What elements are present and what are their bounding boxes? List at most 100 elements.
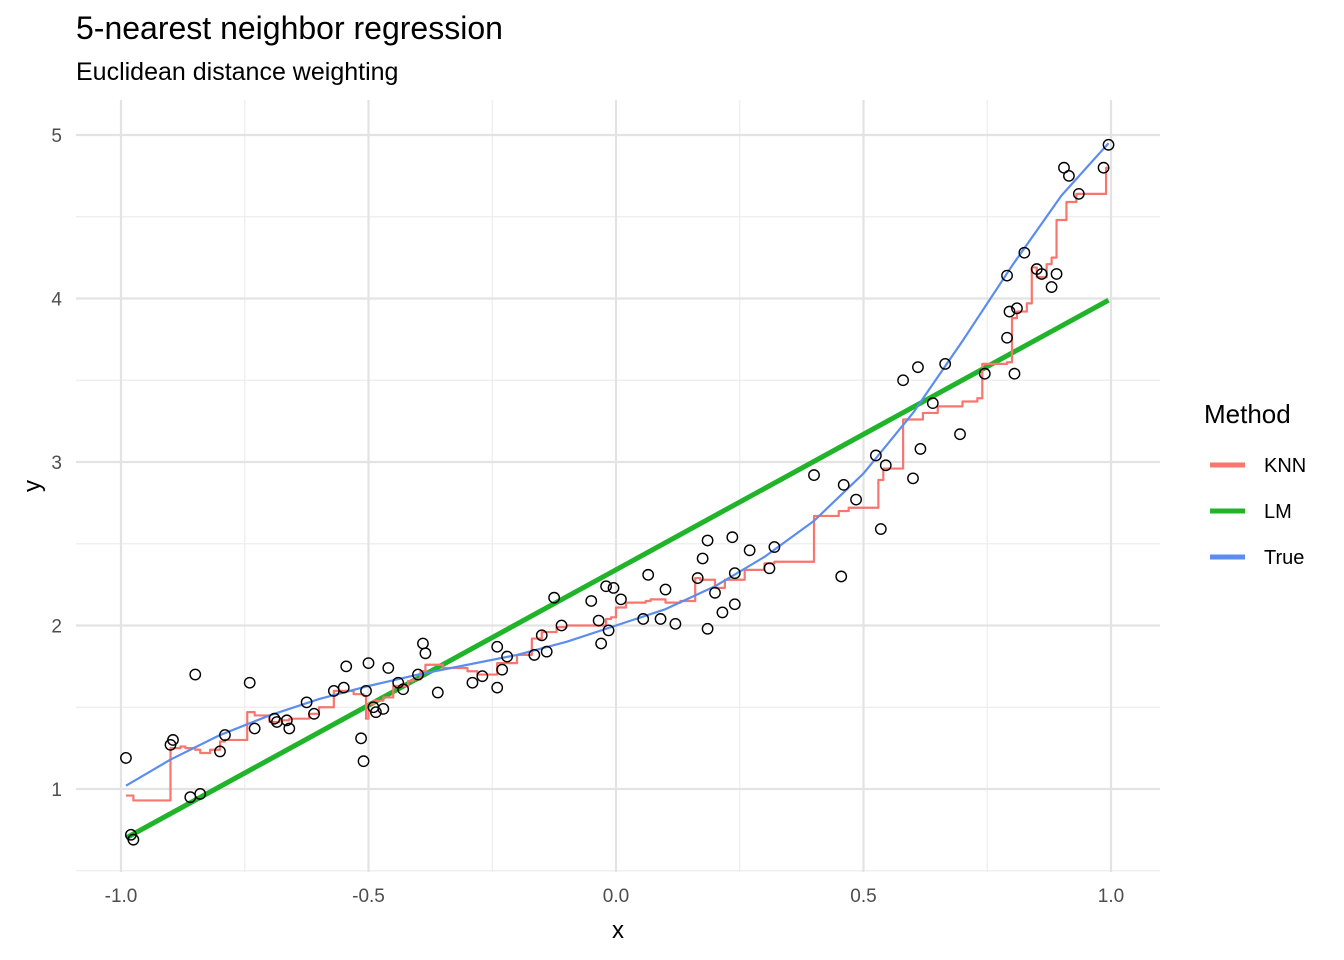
data-point	[496, 663, 509, 676]
data-point	[382, 662, 395, 674]
data-point	[243, 676, 256, 689]
data-point	[535, 629, 548, 642]
data-point	[377, 702, 390, 715]
data-point	[1050, 268, 1063, 280]
data-point	[914, 443, 927, 455]
legend: Method KNN LM True	[1204, 399, 1306, 569]
data-point	[669, 617, 682, 630]
data-point	[370, 706, 382, 719]
data-point	[585, 595, 598, 607]
data-point	[763, 562, 776, 575]
data-point	[397, 683, 410, 696]
data-point	[419, 647, 432, 660]
data-point	[283, 722, 296, 735]
series-line-lm	[124, 297, 1110, 841]
data-point	[835, 570, 848, 583]
y-tick-label: 1	[51, 780, 62, 801]
data-point	[501, 650, 513, 663]
data-point	[726, 531, 739, 544]
data-point	[879, 459, 892, 472]
data-point	[120, 752, 132, 764]
data-point	[1097, 161, 1110, 174]
data-point	[595, 637, 608, 650]
data-point	[360, 685, 372, 697]
y-axis-ticks: 1 2 3 4 5	[51, 126, 62, 801]
data-point	[1001, 331, 1013, 344]
data-point	[728, 567, 741, 580]
data-point	[602, 624, 615, 637]
data-point	[696, 552, 709, 565]
data-point	[592, 614, 605, 627]
data-point	[412, 668, 424, 681]
scatter-points	[120, 138, 1115, 846]
data-point	[907, 472, 919, 485]
data-point	[615, 593, 627, 606]
data-point	[248, 722, 261, 735]
data-point	[194, 788, 207, 800]
y-tick-label: 5	[51, 126, 62, 147]
data-point	[1003, 305, 1016, 318]
chart-subtitle: Euclidean distance weighting	[76, 58, 399, 86]
data-point	[355, 732, 367, 745]
data-point	[1035, 268, 1048, 280]
data-point	[897, 374, 909, 387]
data-point	[768, 541, 781, 553]
series-line-true	[125, 142, 1110, 787]
data-point	[912, 361, 924, 374]
data-point	[548, 591, 561, 604]
data-point	[1045, 281, 1058, 293]
data-point	[808, 469, 820, 481]
x-axis-ticks: -1.0 -0.5 0.0 0.5 1.0	[105, 886, 1125, 907]
data-point	[701, 534, 714, 547]
data-point	[491, 681, 504, 694]
data-point	[189, 668, 202, 681]
data-point	[466, 676, 479, 689]
data-point	[1063, 169, 1075, 182]
data-point	[1102, 138, 1115, 151]
data-point	[1018, 246, 1031, 259]
data-point	[600, 580, 612, 593]
data-point	[431, 686, 444, 699]
chart-title: 5-nearest neighbor regression	[76, 10, 503, 46]
data-point	[691, 572, 704, 584]
data-point	[340, 660, 353, 673]
data-point	[954, 428, 966, 441]
data-point	[1011, 302, 1023, 315]
legend-label-knn: KNN	[1264, 455, 1306, 477]
x-tick-label: -1.0	[105, 886, 138, 907]
data-point	[637, 613, 650, 625]
data-point	[555, 619, 568, 632]
data-point	[716, 606, 729, 619]
y-axis-title: y	[19, 480, 46, 492]
data-point	[214, 745, 226, 758]
data-point	[337, 681, 350, 694]
x-axis-title: x	[612, 917, 624, 944]
legend-label-true: True	[1264, 547, 1304, 569]
data-point	[1072, 187, 1085, 200]
data-point	[540, 645, 553, 658]
data-point	[869, 449, 882, 462]
data-point	[926, 397, 939, 410]
data-point	[357, 755, 370, 768]
data-point	[219, 729, 231, 741]
data-point	[1001, 269, 1013, 282]
data-point	[874, 523, 887, 535]
data-point	[978, 367, 991, 380]
major-gridlines	[76, 100, 1160, 872]
data-point	[167, 734, 179, 746]
legend-title: Method	[1204, 399, 1291, 429]
data-point	[268, 712, 281, 725]
data-point	[654, 613, 667, 625]
x-tick-label: 1.0	[1098, 886, 1124, 907]
data-point	[300, 696, 313, 709]
data-point	[127, 833, 140, 846]
data-point	[701, 622, 714, 635]
data-point	[1008, 367, 1021, 380]
x-tick-label: -0.5	[352, 886, 385, 907]
data-point	[939, 357, 952, 370]
data-point	[280, 714, 293, 727]
series-line-knn	[125, 166, 1109, 802]
data-point	[607, 581, 620, 594]
minor-gridlines	[76, 100, 1160, 872]
